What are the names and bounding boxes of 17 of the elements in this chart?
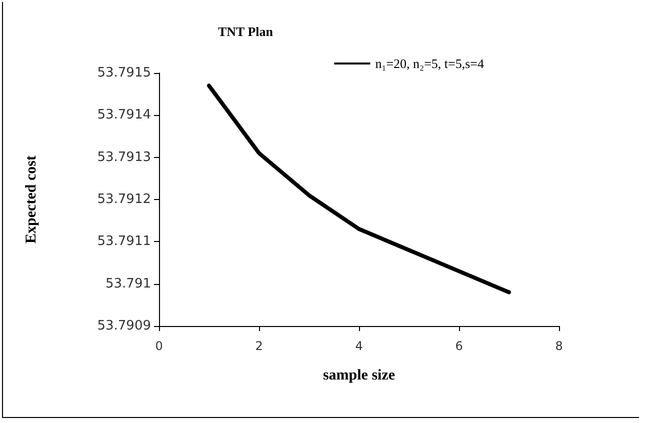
y-tick-label: 53.7913 — [97, 150, 151, 165]
y-tick-label: 53.7915 — [97, 66, 151, 80]
x-tick-label: 8 — [555, 339, 563, 353]
x-tick-label: 4 — [355, 339, 363, 353]
chart-title: TNT Plan — [218, 24, 274, 39]
y-tick-label: 53.7909 — [97, 318, 151, 334]
x-axis-title: sample size — [322, 368, 396, 384]
y-tick-label: 53.7914 — [97, 108, 151, 123]
line-series — [207, 84, 511, 294]
y-tick-label: 53.7912 — [97, 192, 151, 207]
x-tick-label: 6 — [455, 339, 463, 353]
y-axis-title: Expected cost — [24, 156, 40, 244]
y-tick-label: 53.791 — [106, 276, 151, 292]
legend-label: n₁=20, n₂=5, t=5,s=4 — [375, 56, 484, 71]
x-tick-label: 2 — [255, 339, 263, 353]
x-tick-label: 0 — [155, 339, 163, 353]
y-tick-label: 53.7911 — [97, 234, 151, 250]
